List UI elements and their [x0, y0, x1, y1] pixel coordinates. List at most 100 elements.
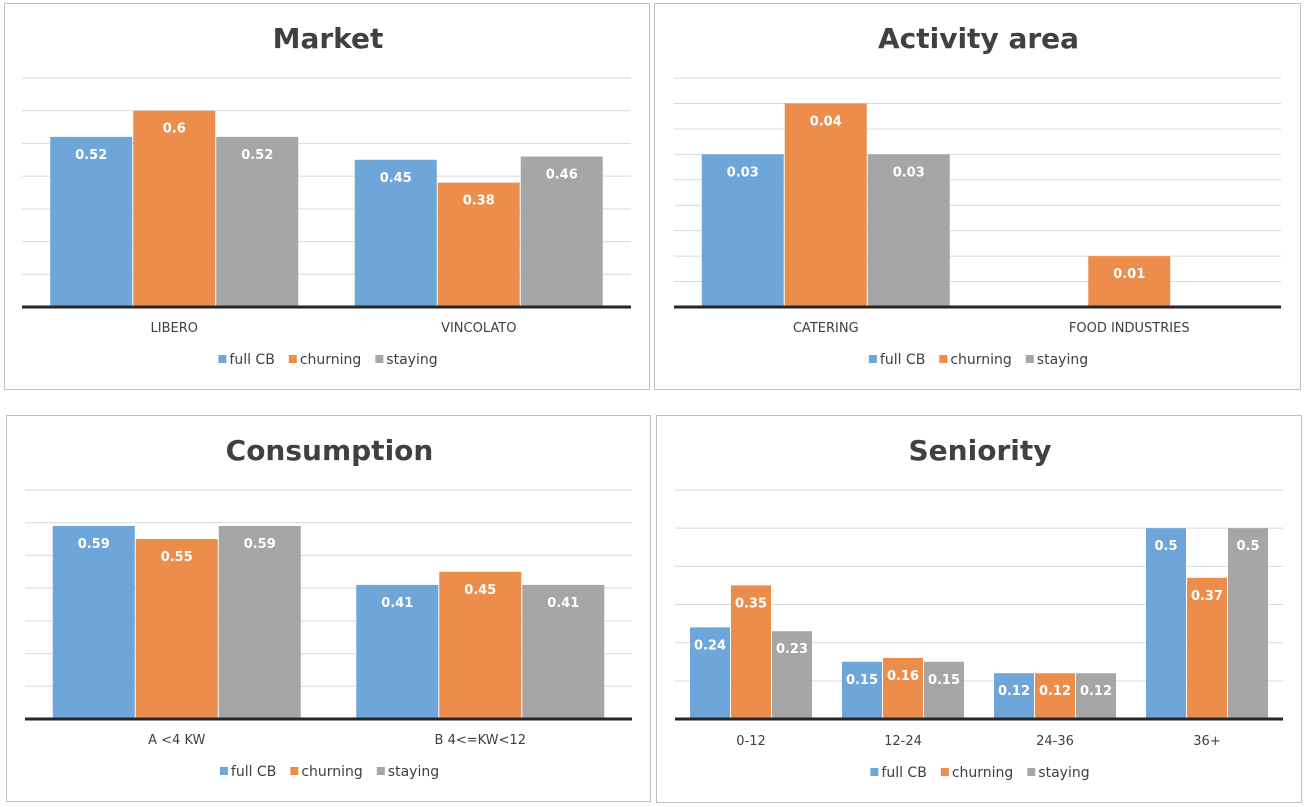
x-tick-label: 12-24: [884, 734, 922, 749]
bar-full-cb-vincolato: [354, 159, 437, 307]
bar-staying-12-24: [924, 661, 964, 719]
data-label: 0.45: [464, 583, 496, 598]
bar-full-cb-b-4-kw-12: [356, 584, 439, 719]
data-label: 0.16: [887, 669, 919, 684]
legend: full CB churning staying: [218, 352, 438, 368]
x-tick-label: 24-36: [1036, 734, 1074, 749]
data-label: 0.24: [694, 638, 726, 653]
legend-swatch-churning: [940, 768, 949, 776]
bar-churning-24-36: [1035, 673, 1075, 719]
bar-staying-b-4-kw-12: [522, 584, 605, 719]
legend-swatch-full-cb: [218, 355, 227, 363]
chart-seniority: Seniority 0.24 0.35 0.23 0-12 0.15 0.16 0.15 12-…: [675, 434, 1283, 781]
bar-full-cb-12-24: [842, 661, 882, 719]
legend-label-churning: churning: [952, 765, 1013, 781]
x-tick-label: VINCOLATO: [441, 321, 516, 336]
legend-label-churning: churning: [950, 352, 1011, 368]
data-label: 0.01: [1113, 267, 1145, 282]
legend-swatch-full-cb: [868, 355, 877, 363]
x-tick-label: 36+: [1193, 734, 1220, 749]
data-label: 0.59: [244, 537, 276, 552]
legend-swatch-staying: [1025, 355, 1034, 363]
legend-swatch-staying: [1027, 768, 1036, 776]
chart-title: Consumption: [226, 434, 434, 467]
bar-churning-vincolato: [437, 182, 520, 307]
chart-activity-area: Activity area 0.03 0.04 0.03 CATERING 0.01 FOO…: [674, 22, 1281, 368]
legend-swatch-churning: [290, 767, 299, 775]
chart-panel-market: Market 0.52 0.6 0.52 LIBERO 0.45 0.38 0.46 VINCO…: [4, 3, 650, 390]
chart-panel-activity-area: Activity area 0.03 0.04 0.03 CATERING 0.01 FOO…: [654, 3, 1301, 390]
x-tick-label: 0-12: [736, 734, 766, 749]
legend-swatch-staying: [376, 767, 385, 775]
data-label: 0.35: [735, 596, 767, 611]
chart-title: Seniority: [909, 434, 1052, 467]
data-label: 0.41: [547, 596, 579, 611]
legend: full CB churning staying: [870, 765, 1090, 781]
data-label: 0.55: [161, 550, 193, 565]
data-label: 0.45: [380, 171, 412, 186]
bar-full-cb-36: [1146, 528, 1186, 719]
data-label: 0.12: [1080, 684, 1112, 699]
legend-label-full-cb: full CB: [229, 352, 274, 368]
legend: full CB churning staying: [868, 352, 1088, 368]
legend-label-staying: staying: [388, 764, 439, 780]
data-label: 0.12: [998, 684, 1030, 699]
legend-label-staying: staying: [386, 352, 437, 368]
bar-staying-vincolato: [520, 156, 603, 307]
bar-full-cb-a-4-kw: [52, 525, 135, 719]
data-label: 0.12: [1039, 684, 1071, 699]
x-tick-label: CATERING: [793, 321, 859, 336]
x-tick-label: B 4<=KW<12: [435, 733, 526, 748]
bar-full-cb-libero: [50, 136, 133, 307]
chart-market: Market 0.52 0.6 0.52 LIBERO 0.45 0.38 0.46 VINCO…: [22, 22, 631, 368]
x-tick-label: FOOD INDUSTRIES: [1069, 321, 1190, 336]
legend-label-staying: staying: [1038, 765, 1089, 781]
legend-label-full-cb: full CB: [881, 765, 926, 781]
bar-churning-food-industries: [1088, 256, 1171, 307]
data-label: 0.52: [241, 148, 273, 163]
legend-label-churning: churning: [300, 352, 361, 368]
data-label: 0.41: [381, 596, 413, 611]
chart-title: Activity area: [878, 22, 1079, 55]
data-label: 0.46: [546, 168, 578, 183]
legend-swatch-churning: [939, 355, 948, 363]
data-label: 0.5: [1236, 539, 1259, 554]
legend-swatch-full-cb: [870, 768, 879, 776]
legend-swatch-staying: [375, 355, 384, 363]
legend-label-full-cb: full CB: [880, 352, 925, 368]
bar-staying-catering: [867, 154, 950, 307]
data-label: 0.5: [1154, 539, 1177, 554]
bar-full-cb-catering: [701, 154, 784, 307]
chart-panel-consumption: Consumption 0.59 0.55 0.59 A <4 KW 0.41 0.45 0.…: [6, 415, 651, 802]
data-label: 0.03: [893, 165, 925, 180]
legend-swatch-churning: [288, 355, 297, 363]
data-label: 0.38: [463, 194, 495, 209]
data-label: 0.15: [928, 673, 960, 688]
bar-churning-36: [1187, 577, 1227, 719]
bar-staying-36: [1228, 528, 1268, 719]
bar-churning-catering: [784, 103, 867, 307]
bar-churning-libero: [133, 110, 216, 307]
bar-full-cb-0-12: [690, 627, 730, 719]
bar-churning-12-24: [883, 657, 923, 719]
x-tick-label: A <4 KW: [148, 733, 205, 748]
chart-title: Market: [273, 22, 384, 55]
data-label: 0.15: [846, 673, 878, 688]
data-label: 0.6: [163, 122, 186, 137]
bar-staying-24-36: [1076, 673, 1116, 719]
data-label: 0.37: [1191, 589, 1223, 604]
legend: full CB churning staying: [219, 764, 439, 780]
legend-label-staying: staying: [1037, 352, 1088, 368]
bar-churning-a-4-kw: [135, 539, 218, 719]
legend-swatch-full-cb: [219, 767, 228, 775]
data-label: 0.52: [75, 148, 107, 163]
bar-full-cb-24-36: [994, 673, 1034, 719]
data-label: 0.04: [810, 114, 842, 129]
chart-consumption: Consumption 0.59 0.55 0.59 A <4 KW 0.41 0.45 0.…: [25, 434, 632, 780]
data-label: 0.59: [78, 537, 110, 552]
chart-panel-seniority: Seniority 0.24 0.35 0.23 0-12 0.15 0.16 0.15 12-…: [656, 415, 1302, 803]
bar-staying-libero: [216, 136, 299, 307]
data-label: 0.03: [727, 165, 759, 180]
bar-staying-a-4-kw: [218, 525, 301, 719]
x-tick-label: LIBERO: [151, 321, 198, 336]
